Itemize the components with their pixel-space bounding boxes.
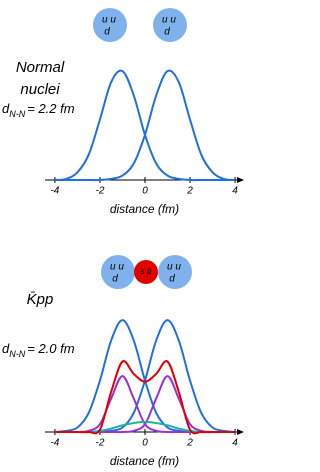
distance-value: = 2.2 fm	[27, 101, 74, 116]
curve	[54, 319, 236, 434]
x-tick-label: -4	[50, 438, 59, 449]
nucleon	[158, 255, 192, 289]
distance-subscript: N-N	[9, 109, 25, 119]
quark-label: d	[104, 27, 110, 38]
quark-label: u u	[110, 262, 124, 273]
distance-label: dN-N = 2.2 fm	[2, 101, 75, 119]
quark-label: u u	[162, 15, 176, 26]
axis-arrow	[237, 177, 244, 183]
curve	[54, 360, 236, 435]
panel-title: Normal	[16, 59, 65, 76]
nucleon	[93, 8, 127, 42]
curve	[54, 69, 236, 182]
nucleon	[153, 8, 187, 42]
panel-title: K̄pp	[27, 291, 54, 308]
quark-label: s ū	[141, 267, 152, 276]
x-tick-label: 0	[142, 438, 148, 449]
quark-label: d	[112, 274, 118, 285]
x-axis-label: distance (fm)	[110, 202, 179, 216]
axis-arrow	[237, 429, 244, 435]
x-tick-label: 2	[186, 438, 193, 449]
x-tick-label: 4	[232, 186, 238, 197]
distance-symbol: d	[2, 341, 10, 356]
quark-label: d	[164, 27, 170, 38]
x-tick-label: 2	[186, 186, 193, 197]
x-tick-label: -4	[50, 186, 59, 197]
quark-label: u u	[102, 15, 116, 26]
quark-label: u u	[167, 262, 181, 273]
kaon	[134, 260, 158, 284]
distance-label: dN-N = 2.0 fm	[2, 341, 75, 359]
distance-symbol: d	[2, 101, 10, 116]
x-tick-label: -2	[95, 186, 104, 197]
x-tick-label: -2	[95, 438, 104, 449]
distance-value: = 2.0 fm	[27, 341, 74, 356]
x-axis-label: distance (fm)	[110, 454, 179, 468]
panel-title: nuclei	[20, 81, 60, 98]
nucleon	[101, 255, 135, 289]
x-tick-label: 4	[232, 438, 238, 449]
curve	[54, 69, 236, 182]
distance-subscript: N-N	[9, 349, 25, 359]
quark-label: d	[169, 274, 175, 285]
x-tick-label: 0	[142, 186, 148, 197]
curve	[54, 319, 236, 434]
